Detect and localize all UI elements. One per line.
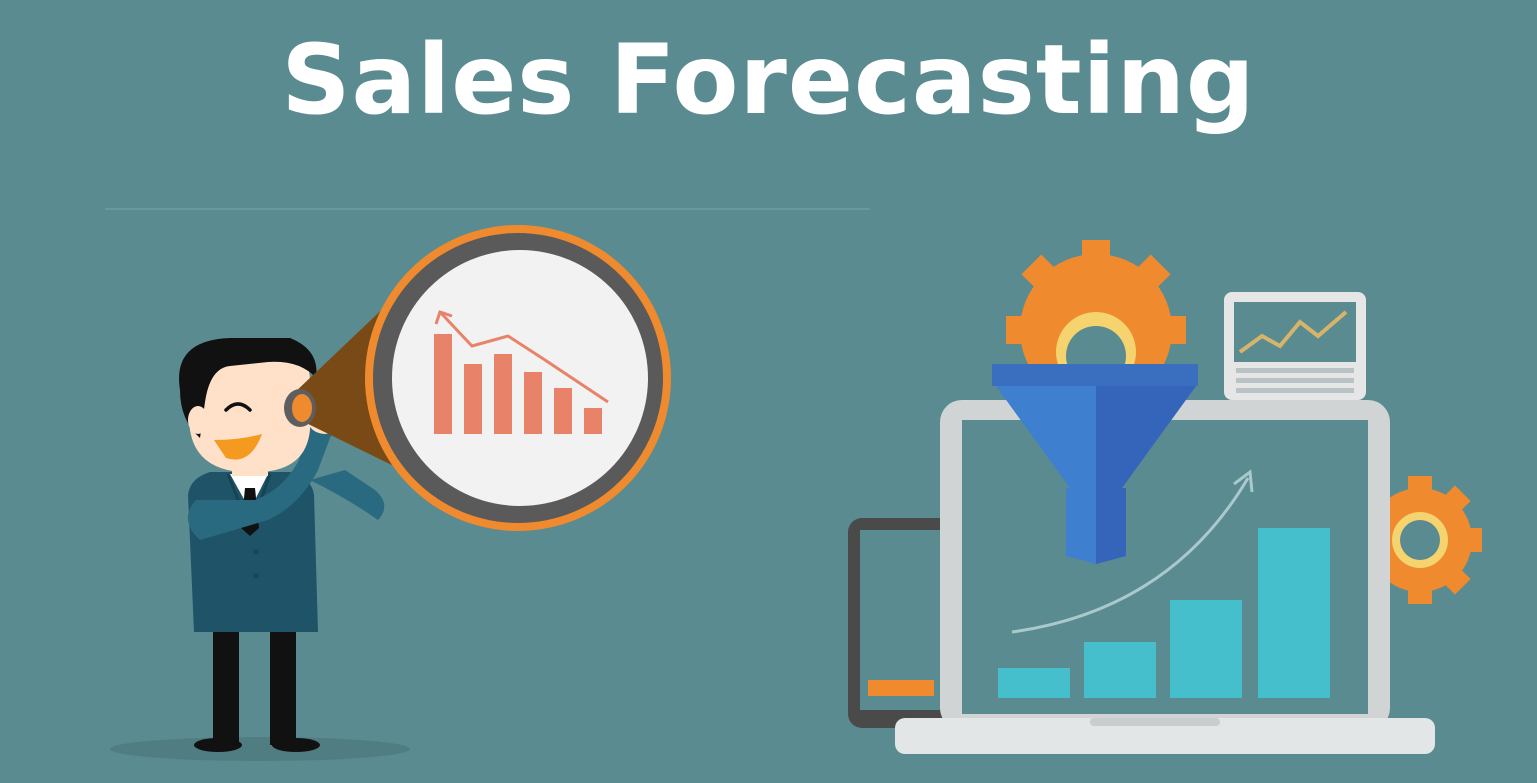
laptop-bar-2 <box>1084 642 1156 698</box>
left-leg <box>213 620 239 745</box>
lens-glass <box>392 250 648 506</box>
funnel-spout-shade <box>1096 488 1126 564</box>
declining-chart-icon <box>434 310 609 434</box>
mini-monitor-trend-line <box>1238 310 1348 354</box>
tablet-orange-bar <box>868 680 934 696</box>
rising-chart-icon <box>998 469 1330 698</box>
mini-monitor-line-1 <box>1236 368 1354 373</box>
telescope-icon <box>284 225 671 531</box>
lens-bar-1 <box>434 334 452 434</box>
back-arm <box>310 470 385 520</box>
lens-bar-2 <box>464 364 482 434</box>
jacket-button-2 <box>253 573 259 579</box>
laptop-notch <box>1090 718 1220 726</box>
ground-shadow <box>110 737 410 761</box>
laptop-trend-arrowhead <box>1233 469 1254 493</box>
lens-bar-3 <box>494 354 512 434</box>
funnel-cone-shade <box>1096 386 1196 488</box>
lens-trend-line <box>438 310 609 404</box>
hair <box>179 338 317 438</box>
front-arm <box>187 424 333 540</box>
funnel-icon <box>992 364 1198 564</box>
title-divider <box>105 208 870 210</box>
mini-monitor-icon <box>1224 292 1366 400</box>
face <box>188 338 310 472</box>
laptop-base <box>895 718 1435 754</box>
smiling-mouth <box>214 434 262 460</box>
right-shoe <box>272 738 320 752</box>
mini-monitor-line-2 <box>1236 378 1354 383</box>
eye <box>224 402 252 412</box>
small-gear-icon <box>1368 476 1482 604</box>
laptop-bar-3 <box>1170 600 1242 698</box>
analytics-illustration <box>848 240 1482 754</box>
small-gear-teeth <box>1408 476 1482 604</box>
mini-monitor-line-3 <box>1236 388 1354 393</box>
laptop-bar-1 <box>998 668 1070 698</box>
lens-bar-5 <box>554 388 572 434</box>
laptop-bar-4 <box>1258 528 1330 698</box>
small-gear-hole <box>1400 520 1440 560</box>
lens-bar-4 <box>524 372 542 434</box>
businessman-illustration <box>110 338 410 761</box>
laptop-trend-curve <box>1011 477 1250 634</box>
telescope-eyepiece-ring <box>292 394 312 422</box>
right-leg <box>270 620 296 745</box>
page-title: Sales Forecasting <box>281 24 1256 136</box>
left-shoe <box>194 738 242 752</box>
lens-bar-6 <box>584 408 602 434</box>
mini-monitor-screen <box>1234 302 1356 362</box>
ear <box>188 406 208 434</box>
lens-trend-arrowhead <box>434 310 453 325</box>
jacket-button-1 <box>253 549 259 555</box>
funnel-rim <box>992 364 1198 386</box>
